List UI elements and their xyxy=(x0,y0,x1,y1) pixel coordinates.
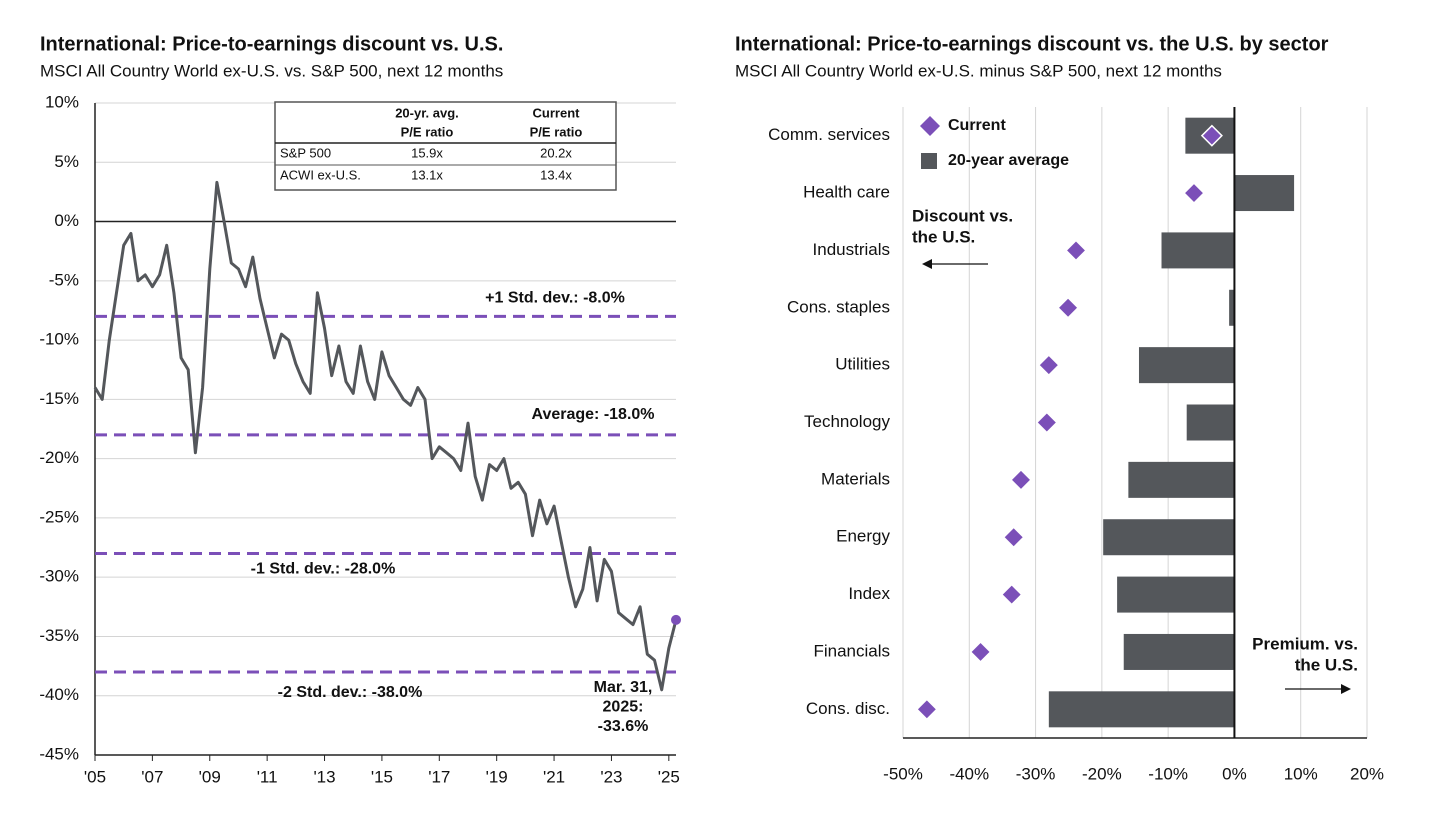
annotation: Premium. vs. xyxy=(1252,634,1358,653)
end-point xyxy=(671,614,681,625)
diamond-marker xyxy=(915,698,938,721)
x-tick-label: '09 xyxy=(199,767,221,786)
y-tick-label: Comm. services xyxy=(768,125,890,144)
x-tick-label: '15 xyxy=(371,767,393,786)
y-tick-label: Cons. disc. xyxy=(806,699,890,718)
table-header: P/E ratio xyxy=(401,124,454,139)
y-tick-label: -20% xyxy=(39,448,79,467)
table-cell: 13.1x xyxy=(411,167,443,182)
bar xyxy=(1123,633,1235,670)
annotation: Discount vs. xyxy=(912,206,1013,225)
diamond-marker xyxy=(1000,583,1023,606)
y-tick-label: -5% xyxy=(49,270,79,289)
legend-swatch xyxy=(921,153,937,169)
y-tick-label: -40% xyxy=(39,685,79,704)
y-tick-label: -15% xyxy=(39,389,79,408)
arrow-head xyxy=(1341,684,1351,694)
x-tick-label: 20% xyxy=(1350,764,1384,783)
x-tick-label: '17 xyxy=(428,767,450,786)
chart-subtitle: MSCI All Country World ex-U.S. vs. S&P 5… xyxy=(40,61,503,80)
x-tick-label: -40% xyxy=(949,764,989,783)
diamond-marker xyxy=(1200,124,1223,147)
table-header: P/E ratio xyxy=(530,124,583,139)
table-header: 20-yr. avg. xyxy=(395,105,459,120)
chart-subtitle: MSCI All Country World ex-U.S. minus S&P… xyxy=(735,61,1222,80)
diamond-marker xyxy=(1064,239,1088,262)
annotation: Mar. 31, xyxy=(594,679,653,696)
y-tick-label: -45% xyxy=(39,744,79,763)
legend-label: Current xyxy=(948,117,1006,134)
x-tick-label: '13 xyxy=(313,767,335,786)
diamond-marker xyxy=(1009,468,1033,491)
table-box xyxy=(274,101,617,191)
x-tick-label: -10% xyxy=(1148,764,1188,783)
bar xyxy=(1048,691,1235,728)
x-tick-label: '11 xyxy=(257,767,278,786)
annotation: 2025: xyxy=(603,699,644,716)
y-tick-label: Industrials xyxy=(813,240,890,259)
x-tick-label: -30% xyxy=(1016,764,1056,783)
table-cell: 15.9x xyxy=(411,145,443,160)
bar xyxy=(1138,347,1235,384)
diamond-marker xyxy=(1182,181,1206,205)
y-tick-label: Energy xyxy=(836,527,890,546)
diamond-marker xyxy=(1002,526,1025,549)
line-series xyxy=(93,180,678,692)
y-tick-label: Materials xyxy=(821,469,890,488)
chart-title: International: Price-to-earnings discoun… xyxy=(735,33,1329,55)
diamond-marker xyxy=(1056,296,1080,319)
bar xyxy=(1234,175,1295,212)
arrow-head xyxy=(922,259,932,269)
y-tick-label: 0% xyxy=(54,211,79,230)
diamond-marker xyxy=(1035,411,1058,434)
diamond-marker xyxy=(1037,354,1060,377)
reference-label: -2 Std. dev.: -38.0% xyxy=(278,684,423,701)
x-tick-label: '25 xyxy=(658,767,680,786)
bar xyxy=(1229,289,1235,326)
bar xyxy=(1117,576,1235,613)
y-tick-label: 10% xyxy=(45,92,79,111)
bar xyxy=(1103,519,1235,556)
bar xyxy=(1128,461,1235,498)
legend-label: 20-year average xyxy=(948,152,1069,169)
annotation: the U.S. xyxy=(1295,655,1358,674)
annotation: -33.6% xyxy=(598,718,649,735)
diamond-marker xyxy=(969,640,992,664)
x-tick-label: '05 xyxy=(84,767,106,786)
table-header: Current xyxy=(533,105,581,120)
y-tick-label: -25% xyxy=(39,507,79,526)
x-tick-label: 0% xyxy=(1222,764,1247,783)
reference-label: -1 Std. dev.: -28.0% xyxy=(251,561,396,578)
y-tick-label: Financials xyxy=(813,641,890,660)
y-tick-label: Health care xyxy=(803,183,890,202)
bar xyxy=(1161,232,1235,269)
annotation: the U.S. xyxy=(912,227,975,246)
y-tick-label: Index xyxy=(848,584,890,603)
y-tick-label: -10% xyxy=(39,330,79,349)
y-tick-label: -30% xyxy=(39,567,79,586)
reference-label: +1 Std. dev.: -8.0% xyxy=(485,290,625,307)
table-cell: 20.2x xyxy=(540,145,572,160)
y-tick-label: Cons. staples xyxy=(787,297,890,316)
y-tick-label: -35% xyxy=(39,626,79,645)
x-tick-label: -50% xyxy=(883,764,923,783)
y-tick-label: Utilities xyxy=(835,355,890,374)
legend-swatch xyxy=(920,116,940,136)
x-tick-label: '07 xyxy=(141,767,163,786)
table-cell: S&P 500 xyxy=(280,145,331,160)
bar xyxy=(1186,404,1235,441)
x-tick-label: '21 xyxy=(543,767,565,786)
table-cell: 13.4x xyxy=(540,167,572,182)
reference-label: Average: -18.0% xyxy=(531,406,654,423)
y-tick-label: Technology xyxy=(804,412,891,431)
x-tick-label: '23 xyxy=(600,767,622,786)
table-cell: ACWI ex-U.S. xyxy=(280,167,361,182)
y-tick-label: 5% xyxy=(54,152,79,171)
x-tick-label: '19 xyxy=(486,767,508,786)
chart-title: International: Price-to-earnings discoun… xyxy=(40,33,503,55)
x-tick-label: -20% xyxy=(1082,764,1122,783)
x-tick-label: 10% xyxy=(1284,764,1318,783)
